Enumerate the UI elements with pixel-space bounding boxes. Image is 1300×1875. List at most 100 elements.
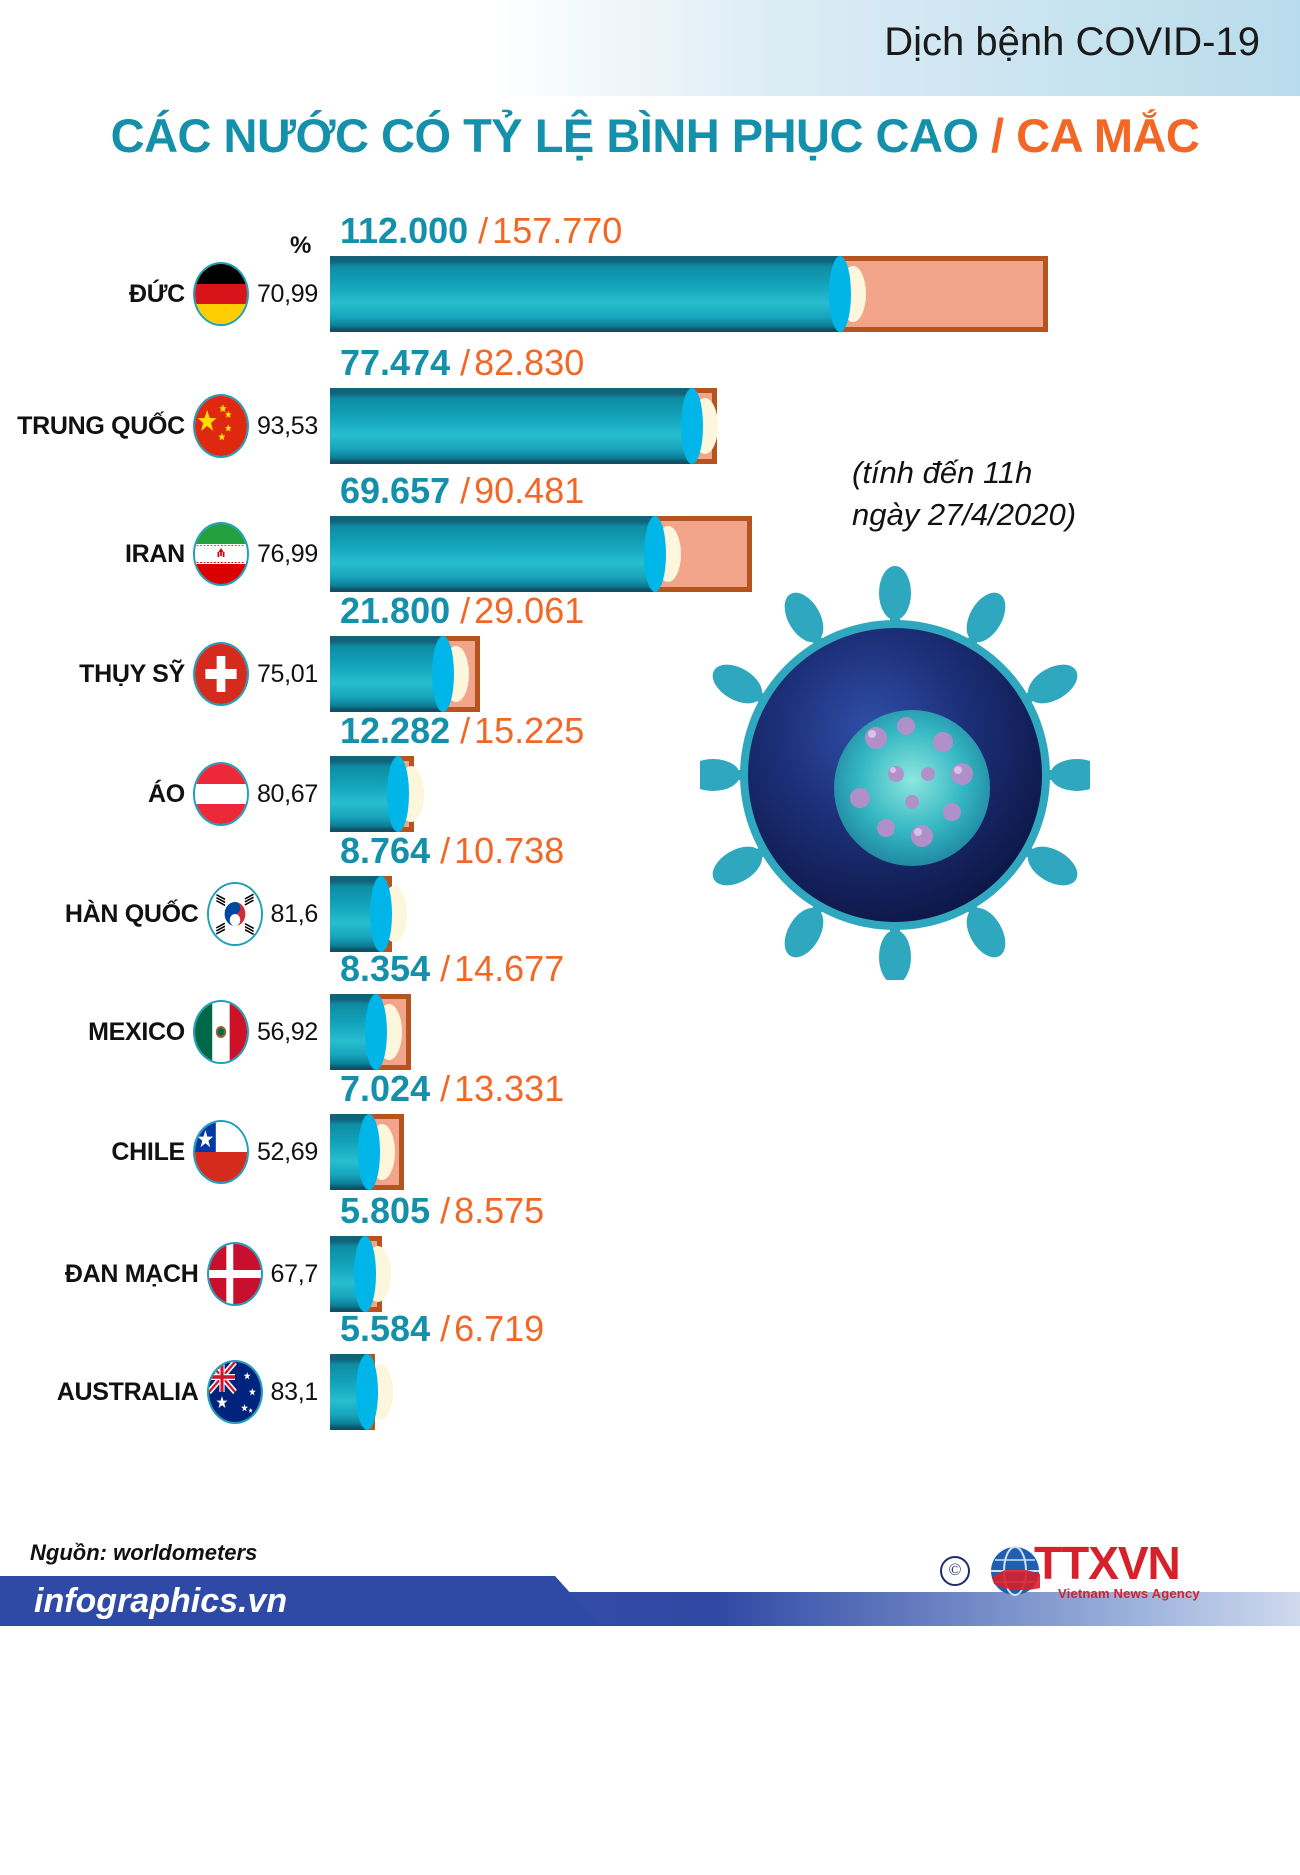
value-separator: / (440, 830, 451, 871)
source-label: Nguồn: worldometers (30, 1540, 258, 1565)
recovery-bar-chart: 112.000/157.770 ĐỨC 70,99% 77.474/82.830 TRU… (0, 196, 1300, 1496)
recovered-value: 5.805 (340, 1190, 431, 1231)
recovery-rate: 93,53 (256, 411, 318, 440)
country-name: MEXICO (88, 1017, 185, 1046)
flag-icon (206, 1360, 263, 1424)
row-label: TRUNG QUỐC 93,53 (17, 394, 318, 458)
value-separator: / (478, 210, 489, 251)
row-values: 5.805/8.575 (340, 1190, 544, 1232)
recovered-value: 21.800 (340, 590, 451, 631)
bar-recovered-segment (330, 1236, 376, 1312)
total-value: 8.575 (454, 1190, 545, 1231)
recovery-rate: 56,92 (256, 1017, 318, 1046)
flag-icon (192, 642, 249, 706)
total-value: 13.331 (454, 1068, 565, 1109)
total-value: 29.061 (474, 590, 585, 631)
total-value: 157.770 (492, 210, 623, 251)
row-values: 77.474/82.830 (340, 342, 584, 384)
bar-recovered-segment (330, 1354, 378, 1430)
bar (330, 388, 718, 464)
total-value: 14.677 (454, 948, 565, 989)
country-name: THỤY SỸ (79, 659, 185, 688)
row-values: 8.764/10.738 (340, 830, 564, 872)
flag-icon (206, 1242, 263, 1306)
bar-recovered-segment (330, 636, 454, 712)
ttxvn-subtitle: Vietnam News Agency (1058, 1586, 1200, 1601)
row-label: ÁO 80,67 (148, 762, 318, 826)
value-separator: / (440, 1190, 451, 1231)
row-values: 69.657/90.481 (340, 470, 584, 512)
footer-url[interactable]: infographics.vn (34, 1582, 288, 1620)
row-values: 12.282/15.225 (340, 710, 584, 752)
bar-cylinder-cap (356, 1354, 378, 1430)
value-separator: / (460, 710, 471, 751)
bar (330, 636, 480, 712)
total-value: 10.738 (454, 830, 565, 871)
bar-recovered-segment (330, 756, 409, 832)
bar (330, 516, 752, 592)
bar-recovered-segment (330, 1114, 380, 1190)
recovery-rate: 80,67 (256, 779, 318, 808)
total-value: 6.719 (454, 1308, 545, 1349)
bar (330, 994, 411, 1070)
recovered-value: 8.354 (340, 948, 431, 989)
value-separator: / (460, 470, 471, 511)
footer-tab (0, 1576, 600, 1626)
percent-sign: % (290, 232, 312, 259)
bar (330, 876, 407, 952)
row-label: AUSTRALIA 83,1 (57, 1360, 318, 1424)
bar-cylinder-cap (829, 256, 851, 332)
country-name: HÀN QUỐC (64, 899, 199, 928)
header-band (490, 0, 1300, 96)
recovered-value: 7.024 (340, 1068, 431, 1109)
row-values: 112.000/157.770 (340, 210, 622, 252)
bar-recovered-segment (330, 388, 703, 464)
row-label: IRAN 76,99 (125, 522, 318, 586)
ttxvn-wordmark: TTXVN (1034, 1537, 1181, 1589)
recovered-value: 12.282 (340, 710, 451, 751)
bar (330, 1114, 404, 1190)
flag-icon (192, 262, 249, 326)
total-value: 90.481 (474, 470, 585, 511)
recovery-rate: 70,99 (256, 279, 318, 308)
flag-icon (192, 1000, 249, 1064)
recovery-rate: 75,01 (256, 659, 318, 688)
globe-icon (988, 1544, 1042, 1598)
total-value: 82.830 (474, 342, 585, 383)
recovery-rate: 83,1 (270, 1377, 319, 1406)
recovery-rate: 52,69 (256, 1137, 318, 1166)
recovery-rate: 67,7 (270, 1259, 319, 1288)
country-name: IRAN (125, 539, 185, 568)
bar-recovered-segment (330, 994, 387, 1070)
recovery-rate: 81,6 (270, 899, 319, 928)
bar (330, 256, 1048, 332)
date-note: (tính đến 11h ngày 27/4/2020) (852, 452, 1282, 536)
value-separator: / (440, 948, 451, 989)
country-name: ĐỨC (128, 279, 185, 308)
row-label: THỤY SỸ 75,01 (79, 642, 318, 706)
page-title-part2: / CA MẮC (978, 109, 1200, 162)
header-title: Dịch bệnh COVID-19 (884, 20, 1260, 64)
row-values: 21.800/29.061 (340, 590, 584, 632)
date-note-line2: ngày 27/4/2020) (852, 496, 1077, 532)
row-label: ĐỨC 70,99 (129, 262, 318, 326)
recovered-value: 69.657 (340, 470, 451, 511)
value-separator: / (460, 590, 471, 631)
row-label: HÀN QUỐC 81,6 (65, 882, 318, 946)
bar (330, 756, 424, 832)
bar (330, 1354, 393, 1430)
bar-cylinder-cap (387, 756, 409, 832)
bar-cylinder-cap (432, 636, 454, 712)
flag-icon (192, 394, 249, 458)
row-values: 8.354/14.677 (340, 948, 564, 990)
row-values: 5.584/6.719 (340, 1308, 544, 1350)
row-label: MEXICO 56,92 (88, 1000, 318, 1064)
page-title-part1: CÁC NƯỚC CÓ TỶ LỆ BÌNH PHỤC CAO (110, 109, 979, 162)
flag-icon (206, 882, 263, 946)
copyright-icon: © (940, 1556, 970, 1586)
ttxvn-logo: © TTXVN Vietnam News Agency (940, 1534, 1278, 1608)
date-note-line1: (tính đến 11h (852, 455, 1033, 490)
bar-cylinder-cap (358, 1114, 380, 1190)
row-label: CHILE 52,69 (111, 1120, 318, 1184)
value-separator: / (440, 1308, 451, 1349)
